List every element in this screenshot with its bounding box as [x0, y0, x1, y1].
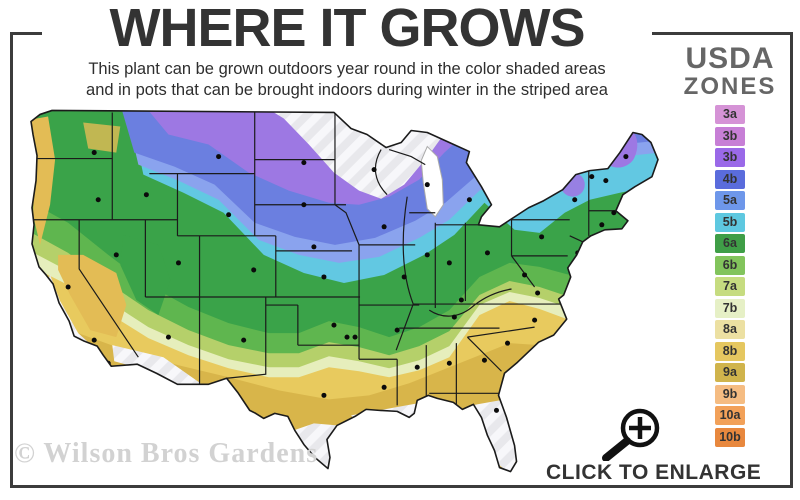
- zone-chip-10a: 10a: [715, 406, 745, 426]
- zone-chip-4b: 4b: [715, 169, 745, 189]
- zone-chip-3b: 3b: [715, 126, 745, 146]
- page-title: WHERE IT GROWS: [109, 0, 586, 58]
- zone-chip-5a: 5a: [715, 191, 745, 211]
- legend-title-usda: USDA: [685, 42, 775, 75]
- zone-chip-3b: 3b: [715, 148, 745, 168]
- zone-chip-7a: 7a: [715, 277, 745, 297]
- watermark: © Wilson Bros Gardens: [14, 438, 319, 469]
- magnifier-icon[interactable]: [596, 405, 666, 463]
- usda-zone-map[interactable]: [28, 104, 660, 476]
- subtitle-line-1: This plant can be grown outdoors year ro…: [88, 59, 606, 78]
- zone-chip-list: 3a 3b 3b 4b 5a 5b 6a 6b 7a 7b 8a 8b 9a 9b 10a 10b: [663, 105, 797, 447]
- zone-chip-7b: 7b: [715, 298, 745, 318]
- click-to-enlarge-button[interactable]: CLICK TO ENLARGE: [538, 461, 770, 485]
- zone-chip-8a: 8a: [715, 320, 745, 340]
- subtitle-line-2: and in pots that can be brought indoors …: [86, 81, 608, 100]
- header: WHERE IT GROWS This plant can be grown o…: [42, 0, 652, 105]
- subtitle: This plant can be grown outdoors year ro…: [42, 59, 652, 103]
- zone-chip-5b: 5b: [715, 212, 745, 232]
- zone-chip-9a: 9a: [715, 363, 745, 383]
- zone-chip-10b: 10b: [715, 427, 745, 447]
- legend-title-zones: ZONES: [683, 73, 777, 100]
- zone-chip-6b: 6b: [715, 255, 745, 275]
- usda-zones-legend: USDA ZONES 3a 3b 3b 4b 5a 5b 6a 6b 7a 7b 8a 8b 9a 9b 1…: [663, 44, 797, 449]
- zone-chip-6a: 6a: [715, 234, 745, 254]
- zone-chip-8b: 8b: [715, 341, 745, 361]
- zone-chip-3a: 3a: [715, 105, 745, 125]
- click-to-enlarge-label: CLICK TO ENLARGE: [546, 461, 762, 484]
- zone-chip-9b: 9b: [715, 384, 745, 404]
